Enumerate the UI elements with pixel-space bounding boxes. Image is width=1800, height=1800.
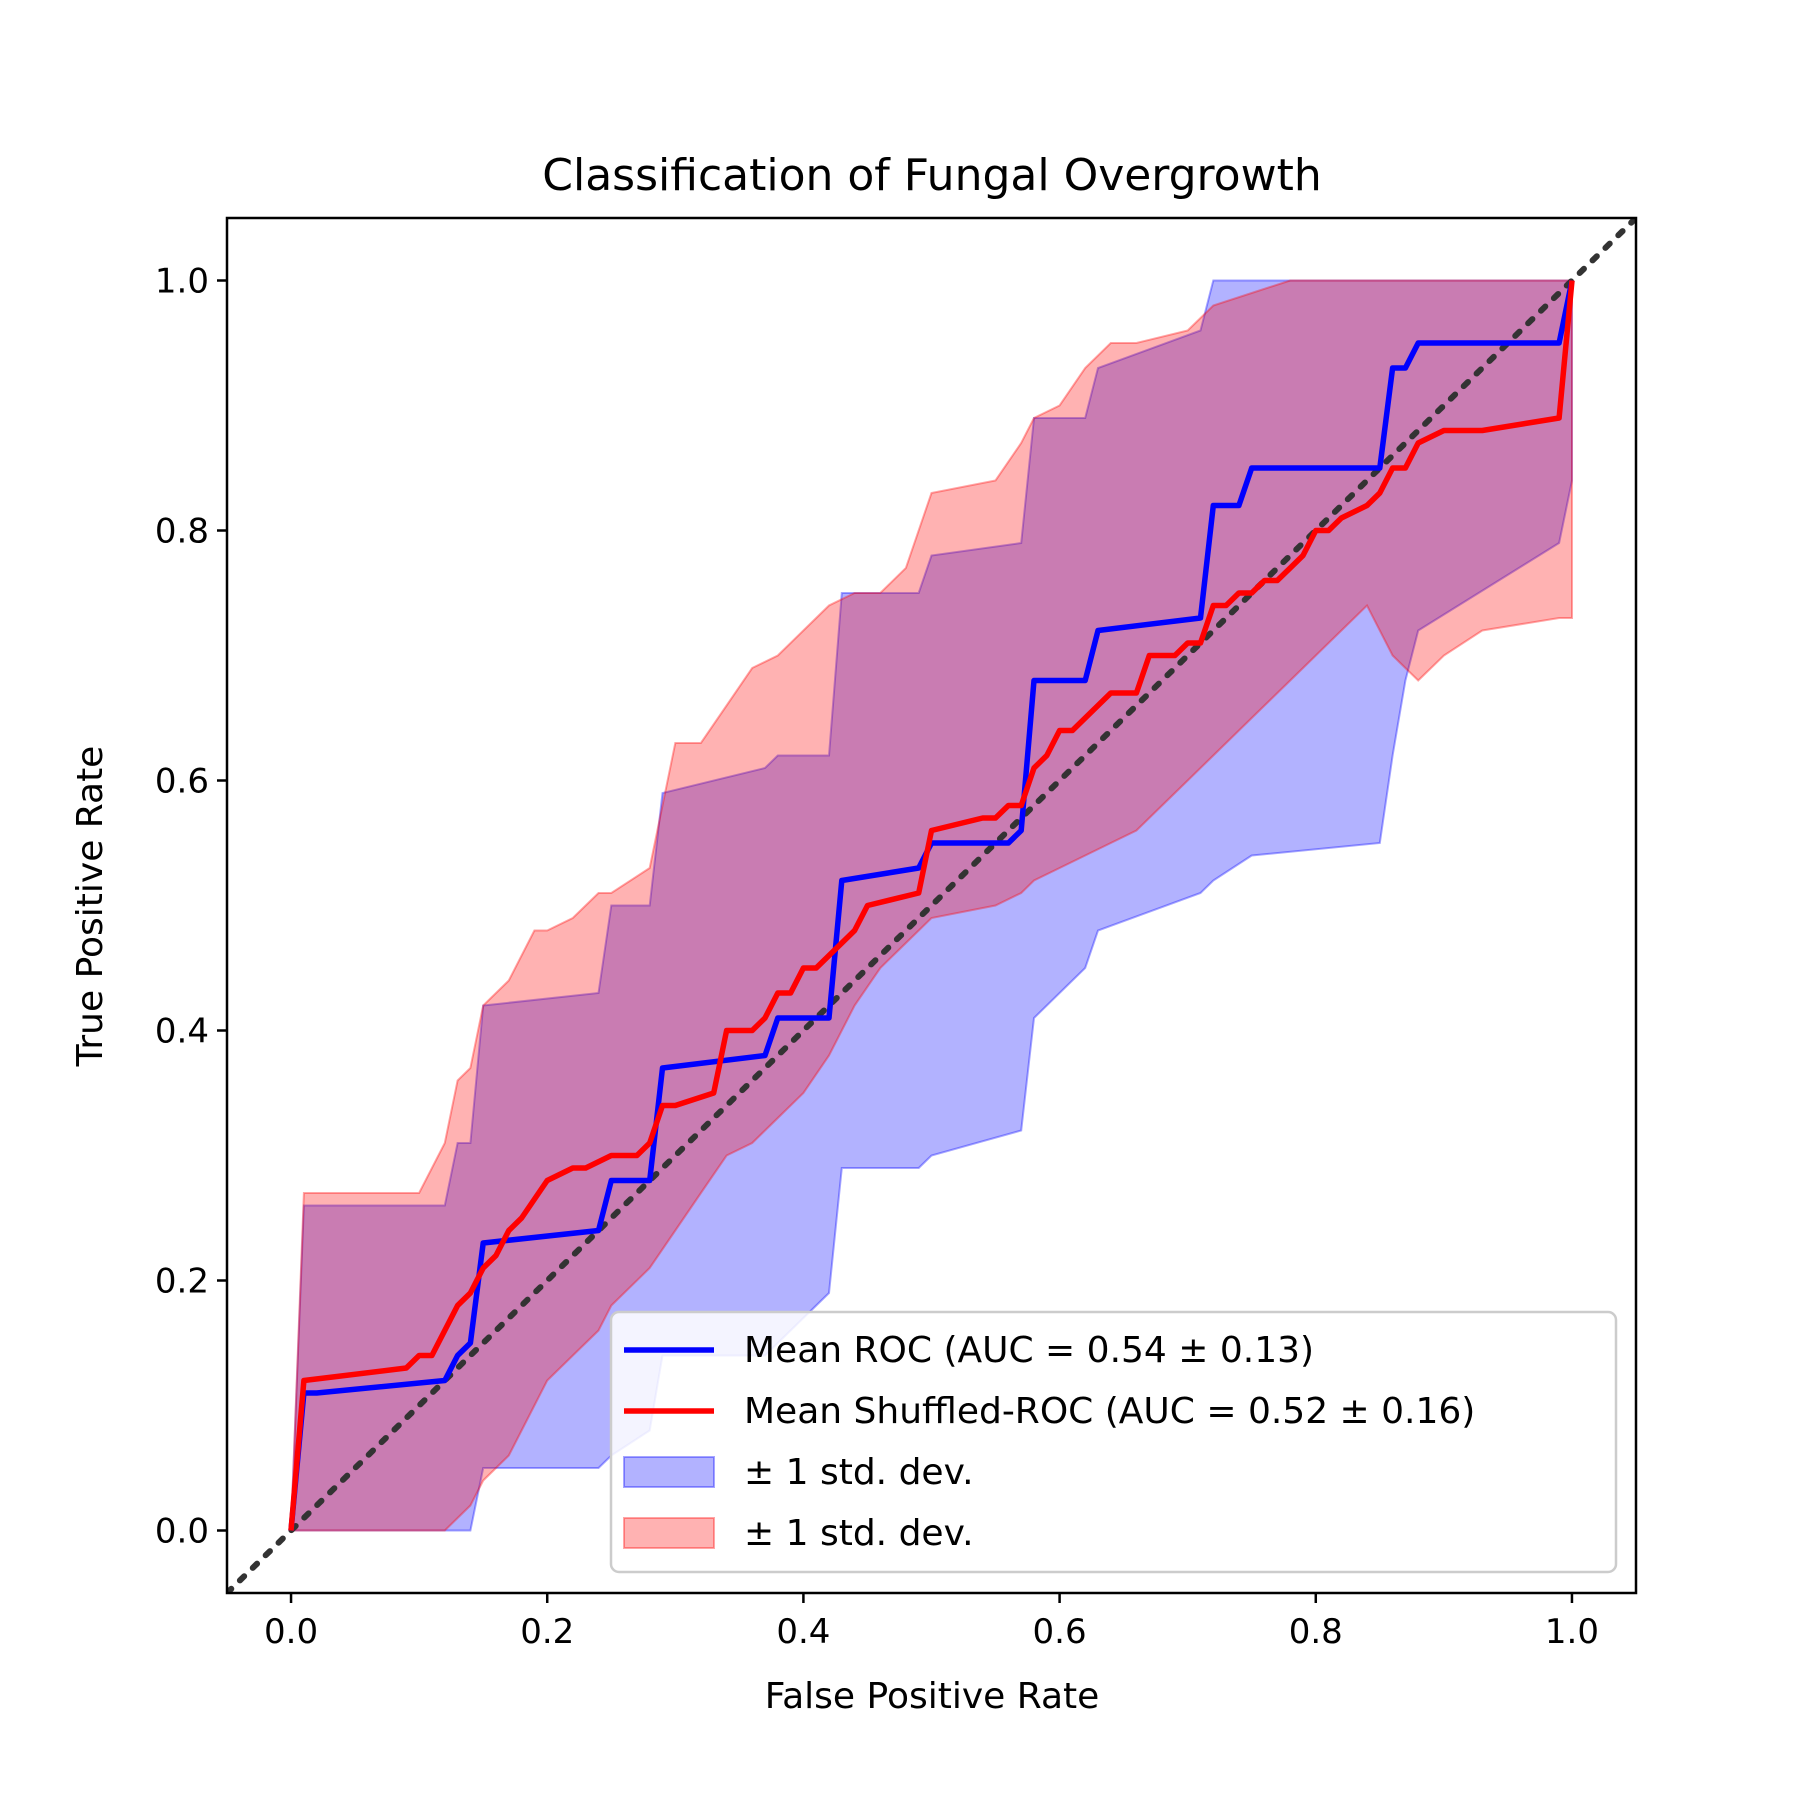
y-axis-label: True Positive Rate (70, 746, 111, 1068)
series-line-2 (288, 280, 1575, 1531)
x-tick-label: 0.2 (520, 1612, 574, 1652)
y-axis-ticks: 0.0 0.2 0.4 0.6 0.8 1.0 (155, 262, 227, 1552)
x-tick-label: 0.6 (1033, 1612, 1087, 1652)
legend: Mean ROC (AUC = 0.54 ± 0.13) Mean Shuffle… (609, 1310, 1618, 1574)
roc-lines (227, 218, 1636, 1593)
x-tick-label: 0.8 (1289, 1612, 1343, 1652)
chance-diagonal-line (227, 218, 1636, 1593)
legend-label-1: Mean ROC (AUC = 0.54 ± 0.13) (744, 1330, 1314, 1371)
legend-label-4: ± 1 std. dev. (744, 1513, 974, 1554)
legend-label-3: ± 1 std. dev. (744, 1452, 974, 1493)
x-tick-label: 0.0 (264, 1612, 318, 1652)
y-tick-label: 0.0 (155, 1512, 209, 1552)
legend-swatch-patch-4 (623, 1517, 715, 1549)
x-axis-label: False Positive Rate (765, 1676, 1100, 1717)
chart-title: Classification of Fungal Overgrowth (542, 150, 1321, 201)
y-tick-label: 0.6 (155, 762, 209, 802)
plot-area (227, 218, 1636, 1593)
y-tick-label: 0.8 (155, 512, 209, 552)
x-tick-label: 0.4 (776, 1612, 830, 1652)
legend-box (609, 1310, 1618, 1574)
y-tick-label: 1.0 (155, 262, 209, 302)
x-tick-label: 1.0 (1545, 1612, 1599, 1652)
y-tick-label: 0.4 (155, 1012, 209, 1052)
y-tick-label: 0.2 (155, 1262, 209, 1302)
legend-swatch-patch-3 (623, 1456, 715, 1488)
x-axis-ticks: 0.0 0.2 0.4 0.6 0.8 1.0 (264, 1593, 1599, 1652)
plot-frame (225, 216, 1638, 1595)
legend-label-2: Mean Shuffled-ROC (AUC = 0.52 ± 0.16) (744, 1391, 1475, 1432)
